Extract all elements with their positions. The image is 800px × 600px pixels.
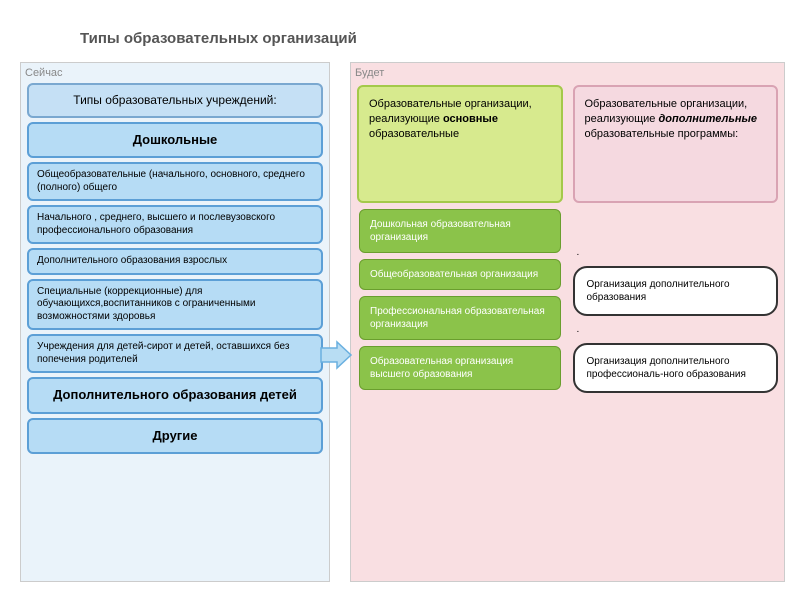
left-item-1: Общеобразовательные (начального, основно… xyxy=(27,162,323,201)
left-item-5: Учреждения для детей-сирот и детей, оста… xyxy=(27,334,323,373)
col2-header: Образовательные организации, реализующие… xyxy=(573,85,779,203)
right-panel-label: Будет xyxy=(355,67,780,79)
right-col2: Образовательные организации, реализующие… xyxy=(571,81,781,576)
left-panel: Сейчас Типы образовательных учреждений: … xyxy=(20,62,330,582)
right-col1: Образовательные организации, реализующие… xyxy=(355,81,565,576)
diagram-title: Типы образовательных организаций xyxy=(80,30,357,47)
col1-header: Образовательные организации, реализующие… xyxy=(357,85,563,203)
col1-item-2: Профессиональная образовательная организ… xyxy=(359,296,561,340)
col2-bubble-0: Организация дополнительного образования xyxy=(573,266,779,316)
left-header: Типы образовательных учреждений: xyxy=(27,83,323,118)
col1-item-1: Общеобразовательная организация xyxy=(359,259,561,290)
left-item-3: Дополнительного образования взрослых xyxy=(27,248,323,275)
bullet-0: . xyxy=(577,247,781,258)
col2-bubble-1: Организация дополнительного профессионал… xyxy=(573,343,779,393)
left-item-4: Специальные (коррекционные) для обучающи… xyxy=(27,279,323,331)
left-item-6: Дополнительного образования детей xyxy=(27,377,323,413)
left-panel-label: Сейчас xyxy=(25,67,325,79)
left-item-2: Начального , среднего, высшего и послеву… xyxy=(27,205,323,244)
left-items-container: Дошкольные Общеобразовательные (начальног… xyxy=(25,122,325,454)
col1-item-3: Образовательная организация высшего обра… xyxy=(359,346,561,390)
left-item-7: Другие xyxy=(27,418,323,454)
arrow-icon xyxy=(319,338,353,372)
col1-item-0: Дошкольная образовательная организация xyxy=(359,209,561,253)
left-item-0: Дошкольные xyxy=(27,122,323,158)
col2-bubbles: . Организация дополнительного образования… xyxy=(571,247,781,393)
bullet-1: . xyxy=(577,324,781,335)
right-panel: Будет Образовательные организации, реали… xyxy=(350,62,785,582)
col1-items: Дошкольная образовательная организация Об… xyxy=(355,209,565,390)
